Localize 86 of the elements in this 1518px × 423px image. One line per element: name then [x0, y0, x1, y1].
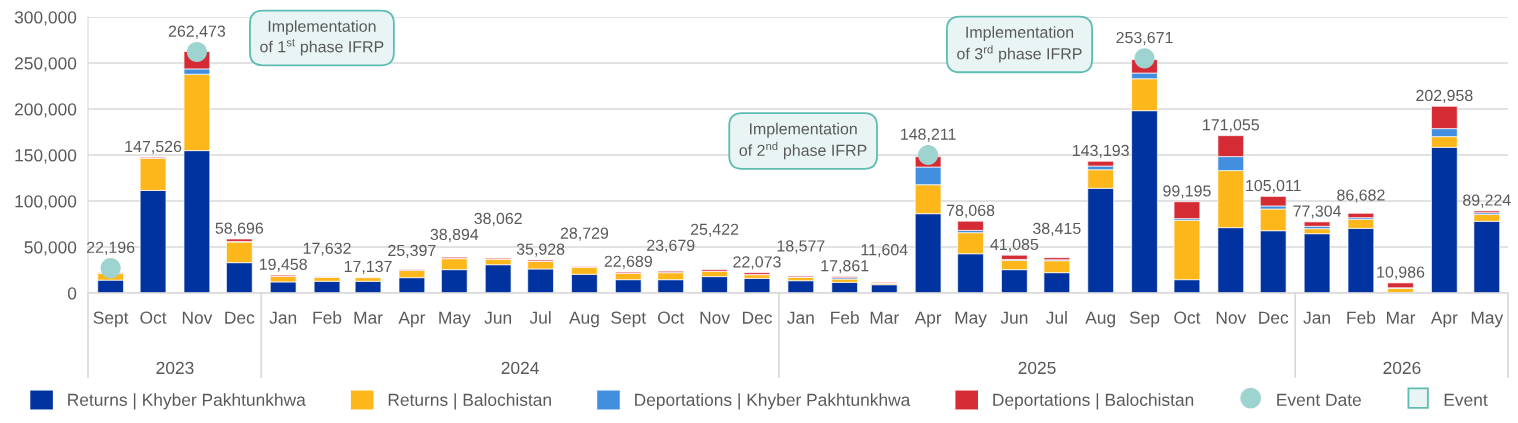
total-label: 58,696 — [215, 222, 264, 236]
total-label: 35,928 — [516, 243, 565, 257]
total-label: 38,894 — [430, 228, 479, 242]
total-label: 202,958 — [1416, 89, 1473, 104]
annotation: Implementation of 2$^{nd}$ phase IFRP — [739, 122, 867, 160]
total-label: 17,632 — [303, 242, 351, 256]
x-tick-label: Feb — [831, 311, 859, 324]
total-label: 28,729 — [560, 227, 609, 241]
x-tick-label: May — [955, 311, 987, 328]
x-tick-label: Dec — [225, 311, 255, 324]
x-tick-label: Jan — [1303, 311, 1330, 324]
y-tick-label: 300,000 — [14, 11, 77, 26]
x-tick-label: May — [439, 311, 471, 328]
x-tick-label: Sep — [1129, 311, 1160, 328]
y-tick-label: 100,000 — [15, 195, 77, 210]
total-label: 11,604 — [861, 244, 908, 258]
x-tick-label: Feb — [313, 311, 342, 324]
legend-label: Returns | Balochistan — [388, 393, 551, 410]
total-label: 17,137 — [344, 260, 392, 274]
text: 2024 — [501, 361, 539, 375]
x-tick-label: Oct — [658, 311, 685, 324]
x-tick-label: Jul — [1046, 311, 1067, 324]
x-tick-label: Mar — [354, 311, 383, 324]
text: 2026 — [1383, 361, 1421, 375]
total-label: 22,689 — [604, 255, 652, 269]
x-tick-label: Jun — [484, 311, 512, 324]
x-tick-label: Apr — [1430, 311, 1458, 328]
total-label: 25,422 — [690, 223, 739, 237]
x-tick-label: Oct — [1174, 311, 1201, 324]
total-label: 23,679 — [647, 239, 695, 253]
x-tick-label: Sept — [93, 311, 129, 328]
total-label: 148,211 — [901, 128, 956, 142]
text: 2025 — [1018, 361, 1056, 375]
total-label: 171,055 — [1203, 119, 1259, 133]
total-label: 89,224 — [1463, 194, 1511, 208]
x-tick-label: Mar — [1386, 311, 1416, 324]
total-label: 41,085 — [990, 238, 1039, 252]
x-tick-label: Jun — [1000, 311, 1028, 324]
x-tick-label: Dec — [1259, 311, 1289, 324]
x-tick-label: Aug — [1085, 311, 1115, 328]
legend-label: Event — [1444, 393, 1488, 406]
x-tick-label: Jan — [269, 311, 297, 324]
total-label: 22,073 — [733, 256, 781, 270]
x-tick-label: Oct — [140, 311, 167, 324]
y-tick-label: 0 — [67, 287, 77, 300]
x-tick-label: Nov — [182, 311, 213, 324]
total-label: 38,062 — [474, 212, 522, 226]
x-tick-label: Mar — [870, 311, 899, 324]
x-tick-label: May — [1471, 311, 1504, 328]
total-label: 18,577 — [777, 240, 825, 254]
legend-label: Event Date — [1277, 393, 1361, 406]
total-label: 17,861 — [821, 260, 869, 274]
total-label: 262,473 — [168, 25, 226, 39]
total-label: 105,011 — [1246, 179, 1301, 194]
total-label: 253,671 — [1116, 31, 1173, 46]
total-label: 38,415 — [1033, 222, 1081, 236]
x-tick-label: Feb — [1347, 311, 1376, 324]
total-label: 143,193 — [1073, 144, 1129, 158]
total-label: 10,986 — [1377, 266, 1425, 280]
x-tick-label: Sept — [611, 311, 647, 328]
total-label: 147,526 — [125, 140, 182, 155]
text: 2023 — [156, 361, 194, 375]
x-tick-label: Jan — [787, 311, 814, 324]
legend-label: Returns | Khyber Pakhtunkhwa — [68, 393, 306, 410]
legend-label: Deportations | Balochistan — [993, 393, 1194, 410]
total-label: 78,068 — [946, 204, 995, 218]
total-label: 77,304 — [1293, 205, 1342, 219]
x-tick-label: Nov — [1216, 311, 1247, 324]
total-label: 25,397 — [388, 244, 436, 258]
x-tick-label: Dec — [742, 311, 772, 324]
y-tick-label: 150,000 — [15, 149, 77, 164]
x-tick-label: Nov — [700, 311, 730, 324]
y-tick-label: 250,000 — [15, 57, 77, 72]
total-label: 22,196 — [87, 241, 135, 255]
total-label: 86,682 — [1337, 189, 1385, 203]
annotation: Implementation of 3$^{rd}$ phase IFRP — [957, 26, 1082, 63]
y-tick-label: 200,000 — [15, 103, 77, 118]
x-tick-label: Apr — [398, 311, 426, 328]
legend-label: Deportations | Khyber Pakhtunkhwa — [635, 393, 911, 410]
y-tick-label: 50,000 — [24, 241, 77, 256]
total-label: 99,195 — [1163, 185, 1211, 199]
x-tick-label: Aug — [569, 311, 599, 328]
x-tick-label: Jul — [529, 311, 551, 324]
x-tick-label: Apr — [914, 311, 942, 328]
total-label: 19,458 — [259, 258, 307, 272]
annotation: Implementation of 1$^{st}$ phase IFRP — [260, 20, 384, 56]
